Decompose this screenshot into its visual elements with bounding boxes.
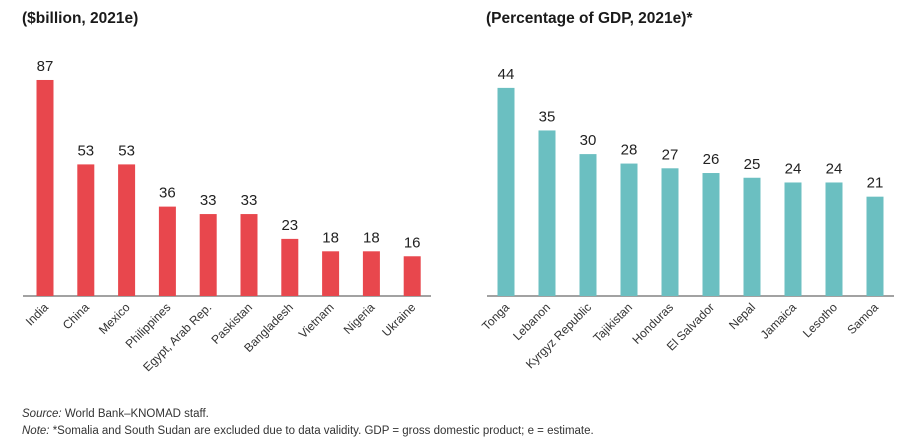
data-label: 53 (118, 142, 135, 159)
category-tick-label: Jamaica (758, 300, 800, 342)
data-label: 18 (363, 229, 380, 246)
data-label: 53 (77, 142, 94, 159)
bar (362, 251, 380, 296)
data-label: 33 (200, 192, 217, 209)
bar (825, 182, 843, 296)
right-chart-title: (Percentage of GDP, 2021e)* (486, 10, 693, 27)
source-note: Source: World Bank–KNOMAD staff. (22, 408, 209, 420)
bar (784, 182, 802, 296)
category-tick-label: Mexico (96, 300, 133, 337)
data-label: 87 (37, 58, 54, 75)
category-tick-label: Tonga (479, 300, 512, 333)
bar (866, 196, 884, 296)
bar (322, 251, 340, 296)
data-label: 23 (281, 217, 298, 234)
category-tick-label: Samoa (844, 300, 881, 337)
bar (77, 164, 95, 296)
data-label: 36 (159, 185, 176, 202)
data-label: 21 (867, 175, 884, 192)
bar (240, 214, 258, 296)
bar (36, 79, 54, 296)
data-label: 24 (785, 160, 802, 177)
data-label: 30 (580, 132, 597, 149)
source-text: World Bank–KNOMAD staff. (61, 408, 209, 420)
bar (620, 163, 638, 296)
bar (538, 130, 556, 296)
bar (281, 238, 299, 296)
bar (702, 173, 720, 296)
data-label: 25 (744, 156, 761, 173)
category-tick-label: Nepal (726, 300, 758, 332)
data-label: 44 (498, 66, 515, 83)
data-label: 24 (826, 160, 843, 177)
category-tick-label: Nigeria (341, 300, 378, 337)
data-label: 35 (539, 108, 556, 125)
bar (403, 256, 421, 296)
bar (661, 168, 679, 296)
category-tick-label: Tajikistan (590, 300, 635, 345)
footnote: Note: *Somalia and South Sudan are exclu… (22, 425, 594, 437)
category-tick-label: China (60, 300, 92, 332)
category-tick-label: India (23, 300, 52, 329)
category-tick-label: Lesotho (800, 300, 840, 340)
remittance-billion-chart: 87India53China53Mexico36Philippines33Egy… (23, 58, 431, 374)
left-chart-title: ($billion, 2021e) (22, 10, 139, 27)
data-label: 18 (322, 229, 339, 246)
bar (743, 177, 761, 296)
bar (497, 87, 515, 296)
bar (579, 154, 597, 296)
data-label: 33 (241, 192, 258, 209)
data-label: 26 (703, 151, 720, 168)
category-tick-label: Ukraine (379, 300, 418, 339)
bar (199, 214, 217, 296)
source-label: Source: (22, 408, 62, 420)
bar (158, 206, 176, 296)
data-label: 28 (621, 142, 638, 159)
note-text: *Somalia and South Sudan are excluded du… (49, 425, 594, 437)
category-tick-label: Vietnam (296, 300, 337, 341)
data-label: 16 (404, 234, 421, 251)
note-label: Note: (22, 425, 50, 437)
bar (118, 164, 136, 296)
data-label: 27 (662, 146, 679, 163)
